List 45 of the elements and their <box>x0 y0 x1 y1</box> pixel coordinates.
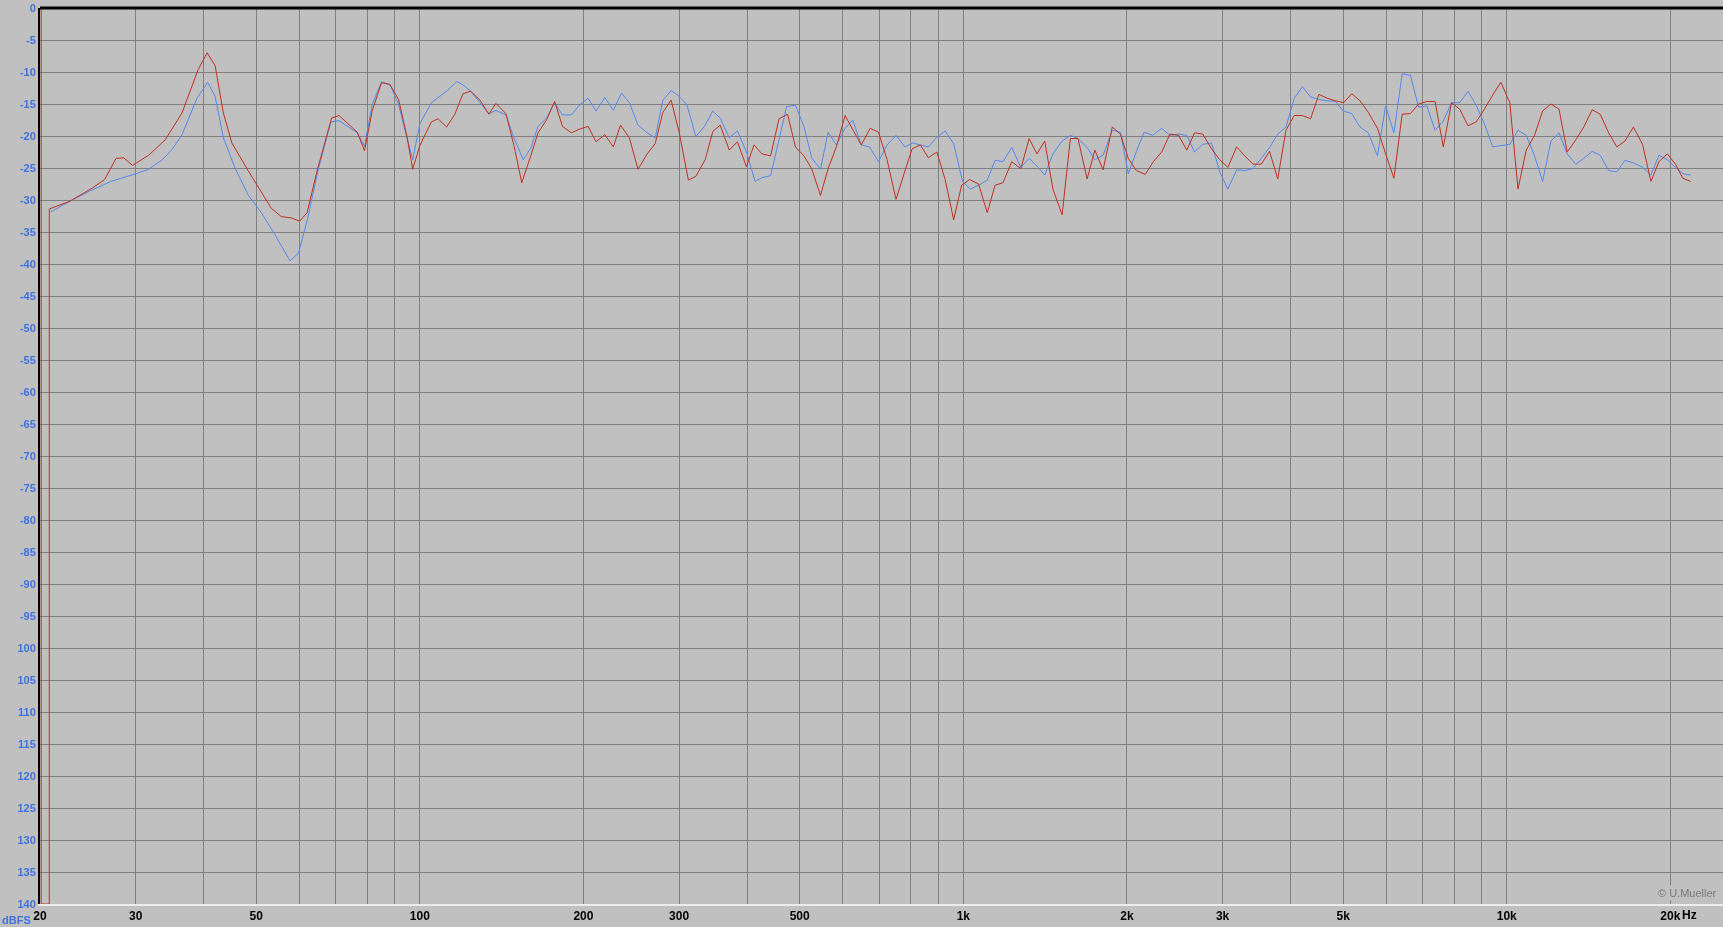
y-tick-label: -25 <box>19 161 36 174</box>
y-tick-label: 130 <box>17 833 36 846</box>
y-tick-label: 100 <box>17 641 36 654</box>
y-tick-label: -95 <box>19 609 36 622</box>
y-tick-label: -65 <box>19 417 36 430</box>
y-tick-label: 140 <box>17 897 36 910</box>
y-tick-label: -40 <box>19 257 36 270</box>
x-tick-label: 200 <box>573 909 594 924</box>
x-tick-label: 50 <box>249 909 264 924</box>
x-tick-label: 30 <box>129 909 143 924</box>
y-tick-label: -80 <box>19 513 36 526</box>
y-tick-label: 105 <box>17 673 36 686</box>
y-tick-label: -75 <box>19 481 36 494</box>
x-tick-label: 300 <box>669 909 690 924</box>
y-tick-label: -30 <box>19 193 36 206</box>
x-tick-label: 3k <box>1215 909 1230 924</box>
x-tick-label: 20 <box>33 909 47 924</box>
y-tick-label: -35 <box>19 225 36 238</box>
y-tick-label: -85 <box>19 545 36 558</box>
y-tick-label: -45 <box>19 289 36 302</box>
y-tick-label: -20 <box>19 129 36 142</box>
x-axis-title: Hz <box>1682 908 1697 922</box>
y-tick-label: 115 <box>18 737 36 750</box>
x-tick-label: 1k <box>956 909 971 924</box>
y-tick-label: -5 <box>26 33 36 46</box>
y-tick-label: -70 <box>19 449 36 462</box>
x-tick-label: 100 <box>409 909 431 924</box>
x-tick-label: 5k <box>1336 909 1351 924</box>
y-tick-label: -10 <box>19 65 36 78</box>
y-tick-label: 0 <box>29 1 36 14</box>
y-tick-label: 120 <box>17 769 36 782</box>
y-tick-label: -60 <box>19 385 36 398</box>
y-tick-label: -15 <box>19 97 36 110</box>
y-tick-label: -55 <box>19 353 36 366</box>
y-axis-title: dBFS <box>2 914 31 926</box>
x-tick-label: 10k <box>1496 909 1518 924</box>
y-tick-label: 135 <box>17 865 36 878</box>
x-tick-label: 2k <box>1120 909 1134 924</box>
x-tick-label: 500 <box>789 909 811 924</box>
y-tick-label: 110 <box>18 705 36 718</box>
y-tick-label: -90 <box>19 577 36 590</box>
annotation: © U.Mueller <box>1658 887 1717 899</box>
y-tick-label: -50 <box>19 321 36 334</box>
x-tick-label: 20k <box>1660 909 1681 924</box>
y-tick-label: 125 <box>17 801 36 814</box>
